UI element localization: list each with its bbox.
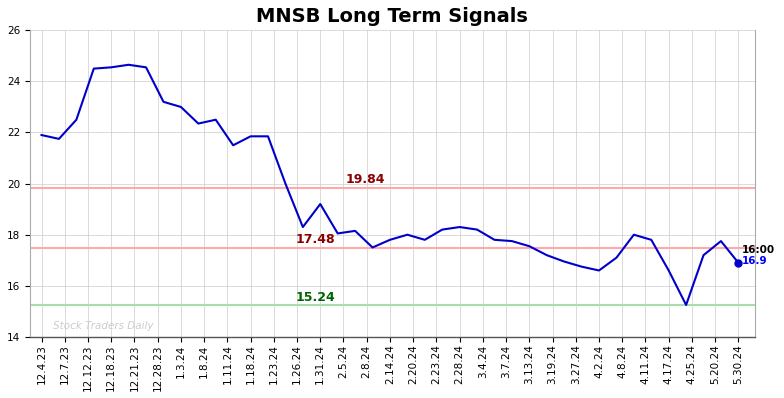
Text: Stock Traders Daily: Stock Traders Daily	[53, 320, 154, 330]
Text: 16:00: 16:00	[742, 245, 775, 255]
Text: 15.24: 15.24	[296, 291, 335, 304]
Text: 16.9: 16.9	[742, 256, 768, 266]
Text: 19.84: 19.84	[346, 173, 385, 186]
Text: 17.48: 17.48	[296, 233, 335, 246]
Title: MNSB Long Term Signals: MNSB Long Term Signals	[256, 7, 528, 26]
